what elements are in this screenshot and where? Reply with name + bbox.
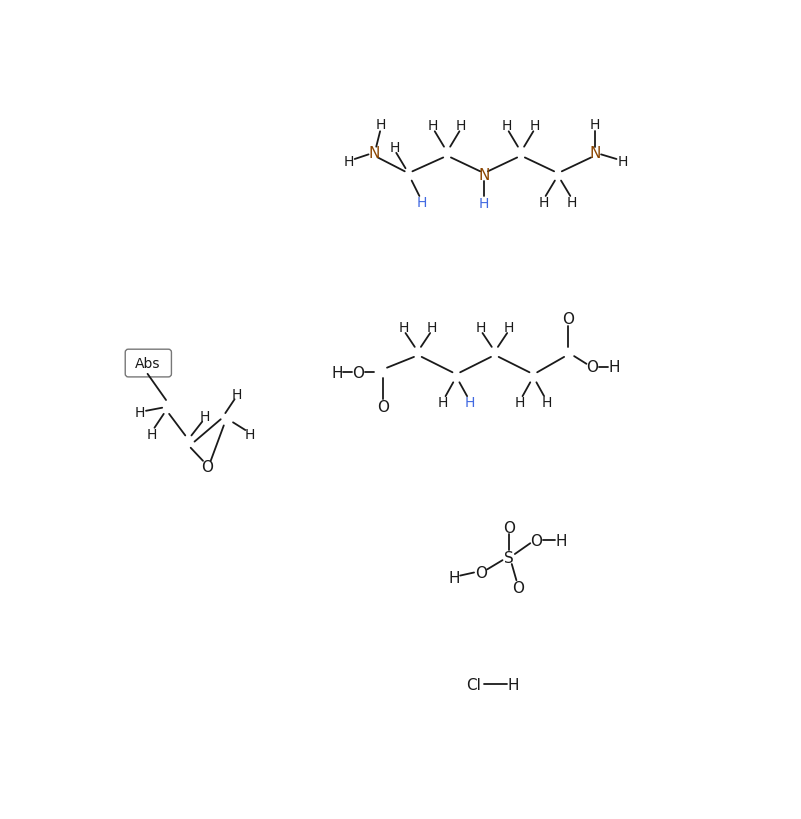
Text: H: H (426, 320, 437, 334)
Text: O: O (201, 460, 213, 475)
Text: O: O (503, 520, 515, 535)
Text: O: O (586, 360, 598, 375)
Text: H: H (245, 428, 256, 441)
Text: H: H (590, 118, 600, 132)
Text: H: H (618, 154, 628, 169)
Text: S: S (504, 550, 513, 565)
Text: H: H (515, 396, 525, 410)
Text: H: H (389, 141, 400, 155)
Text: Abs: Abs (135, 356, 160, 370)
Text: O: O (562, 311, 574, 327)
Text: H: H (456, 119, 466, 133)
Text: H: H (609, 360, 620, 375)
Text: O: O (512, 580, 524, 595)
Text: H: H (135, 405, 145, 419)
Text: Cl: Cl (467, 676, 481, 692)
Text: H: H (344, 154, 354, 169)
Text: H: H (502, 119, 513, 133)
Text: H: H (465, 396, 475, 410)
Text: H: H (541, 396, 552, 410)
Text: H: H (479, 197, 489, 210)
Text: H: H (332, 365, 343, 380)
Text: H: H (529, 119, 540, 133)
Text: H: H (555, 533, 567, 548)
Text: O: O (530, 533, 542, 548)
Text: O: O (352, 365, 364, 380)
Text: O: O (377, 400, 389, 415)
Text: H: H (417, 196, 427, 210)
Text: H: H (231, 387, 242, 401)
Text: H: H (449, 570, 460, 585)
Text: H: H (428, 119, 438, 133)
Text: H: H (566, 196, 577, 210)
Text: N: N (590, 146, 601, 161)
Text: N: N (368, 146, 380, 161)
Text: H: H (438, 396, 449, 410)
Text: H: H (147, 428, 157, 441)
Text: O: O (475, 565, 487, 581)
Text: H: H (504, 320, 514, 334)
Text: H: H (508, 676, 519, 692)
Text: N: N (478, 168, 489, 183)
Text: H: H (539, 196, 549, 210)
Text: H: H (399, 320, 409, 334)
FancyBboxPatch shape (125, 350, 171, 378)
Text: H: H (476, 320, 486, 334)
Text: H: H (376, 118, 386, 132)
Text: H: H (200, 410, 211, 423)
